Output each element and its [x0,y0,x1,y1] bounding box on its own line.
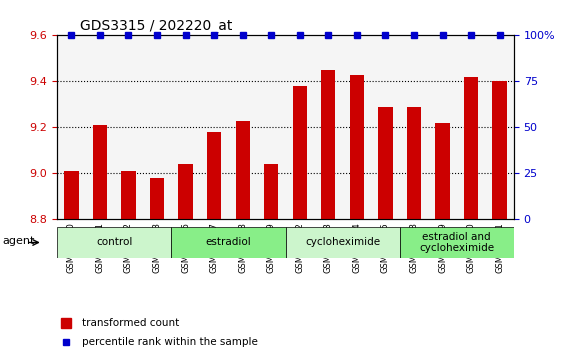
Bar [292,86,307,219]
Bar [93,125,107,219]
Bar [349,75,364,219]
Bar [207,132,221,219]
Bar [378,107,392,219]
Bar [435,123,450,219]
Bar [121,171,135,219]
FancyBboxPatch shape [286,227,400,258]
Text: estradiol: estradiol [206,238,251,247]
Text: transformed count: transformed count [82,318,179,328]
Text: estradiol and
cycloheximide: estradiol and cycloheximide [419,232,494,253]
Text: GDS3315 / 202220_at: GDS3315 / 202220_at [80,19,232,33]
Text: cycloheximide: cycloheximide [305,238,380,247]
FancyBboxPatch shape [171,227,286,258]
Text: control: control [96,238,132,247]
Bar [178,164,193,219]
FancyBboxPatch shape [400,227,514,258]
Text: agent: agent [3,236,35,246]
Bar [407,107,421,219]
Bar [321,70,335,219]
Bar [464,77,478,219]
Bar [64,171,78,219]
Bar [264,164,278,219]
FancyBboxPatch shape [57,227,171,258]
Bar [492,81,506,219]
Bar [150,178,164,219]
Text: percentile rank within the sample: percentile rank within the sample [82,337,258,347]
Bar [235,120,250,219]
